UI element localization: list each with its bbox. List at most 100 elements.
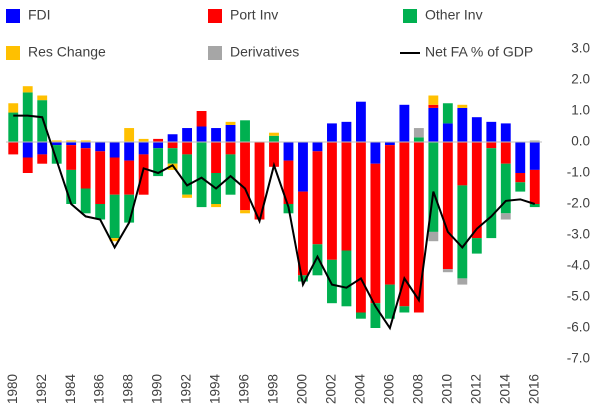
bar-segment — [37, 142, 48, 155]
bar-segment — [312, 151, 323, 245]
bar-segment — [298, 275, 308, 282]
bar-segment — [22, 142, 33, 158]
bar-segment — [138, 142, 149, 155]
legend-swatch — [6, 46, 20, 60]
bar-segment — [66, 140, 77, 142]
bar-segment — [182, 128, 193, 142]
x-tick-label: 2006 — [381, 374, 396, 404]
legend-label: Other Inv — [425, 7, 483, 23]
x-tick-label: 2002 — [324, 374, 339, 404]
bar-segment — [80, 188, 91, 214]
legend-swatch — [208, 9, 222, 23]
bar-segment — [37, 95, 48, 101]
bar-segment — [80, 148, 91, 189]
x-tick-label: 1986 — [92, 374, 107, 404]
x-tick-label: 1990 — [150, 374, 165, 404]
bar-segment — [225, 121, 236, 125]
bar-segment — [80, 140, 91, 142]
y-tick-label: 0.0 — [571, 134, 590, 149]
bar-segment — [486, 148, 497, 239]
y-tick-label: -7.0 — [567, 351, 590, 366]
bar-segment — [399, 104, 410, 142]
bar-segment — [109, 238, 120, 242]
legend-label: Net FA % of GDP — [425, 44, 533, 60]
bar-segment — [471, 142, 482, 239]
bar-segment — [529, 169, 540, 204]
bar-segment — [283, 142, 294, 161]
bar-segment — [240, 210, 250, 214]
x-tick-label: 1994 — [208, 373, 223, 404]
legend-swatch — [208, 46, 222, 60]
bar-segment — [109, 142, 120, 158]
x-tick-label: 1982 — [34, 374, 49, 404]
bar-segment — [399, 142, 410, 307]
bar-segment — [66, 169, 77, 204]
bar-segment — [225, 124, 236, 142]
bar-segment — [515, 142, 526, 173]
bar-segment — [124, 142, 135, 161]
bar-segment — [298, 191, 308, 276]
x-tick-label: 1980 — [5, 374, 20, 404]
bar-segment — [22, 86, 33, 93]
x-tick-label: 1984 — [63, 373, 78, 404]
legend-label: Port Inv — [230, 7, 278, 23]
bar-segment — [167, 142, 178, 149]
bar-segment — [457, 142, 468, 186]
bar-segment — [138, 138, 149, 142]
bar-segment — [428, 142, 439, 232]
x-tick-label: 1996 — [237, 374, 252, 404]
bar-segment — [269, 142, 279, 167]
y-tick-label: -3.0 — [567, 227, 590, 242]
legend-label: FDI — [28, 7, 51, 23]
bar-segment — [327, 142, 337, 260]
y-tick-label: 2.0 — [571, 72, 590, 87]
x-tick-label: 2008 — [410, 374, 425, 404]
x-tick-label: 2014 — [497, 373, 512, 404]
bar-segment — [51, 142, 62, 146]
bar-segment — [182, 142, 193, 155]
bar-segment — [384, 142, 395, 146]
bar-segment — [211, 128, 221, 142]
x-tick-label: 2004 — [352, 373, 367, 404]
x-tick-label: 1992 — [179, 374, 194, 404]
bar-segment — [355, 101, 366, 142]
legend-swatch — [403, 9, 417, 23]
bar-segment — [254, 142, 265, 220]
bar-segment — [413, 137, 424, 142]
bar-segment — [211, 142, 221, 173]
bar-segment — [225, 142, 236, 155]
bar-segment — [124, 194, 135, 223]
y-tick-label: -5.0 — [567, 289, 590, 304]
bar-segment — [8, 142, 19, 155]
bar-segment — [167, 148, 178, 164]
bar-segment — [109, 157, 120, 195]
bar-segment — [428, 104, 439, 108]
bar-segment — [370, 303, 381, 328]
y-tick-label: 1.0 — [571, 103, 590, 118]
bar-segment — [457, 278, 468, 285]
bar-segment — [486, 121, 497, 142]
x-tick-label: 2000 — [295, 374, 310, 404]
bar-segment — [51, 140, 62, 142]
bar-segment — [529, 204, 540, 208]
bar-segment — [225, 154, 236, 195]
x-tick-label: 2016 — [526, 374, 541, 404]
legend-swatch — [6, 9, 20, 23]
bar-segment — [138, 154, 149, 195]
bar-segment — [486, 142, 497, 149]
bar-segment — [471, 238, 482, 254]
bar-segment — [457, 185, 468, 279]
bar-segment — [37, 154, 48, 164]
bar-segment — [399, 306, 410, 313]
bar-segment — [66, 145, 77, 170]
x-tick-label: 1998 — [266, 374, 281, 404]
bar-segment — [22, 157, 33, 173]
bar-segment — [182, 194, 193, 198]
bar-segment — [384, 145, 395, 285]
bar-segment — [312, 142, 323, 152]
bar-segment — [327, 123, 337, 142]
bar-segment — [370, 142, 381, 164]
bar-segment — [124, 128, 135, 142]
